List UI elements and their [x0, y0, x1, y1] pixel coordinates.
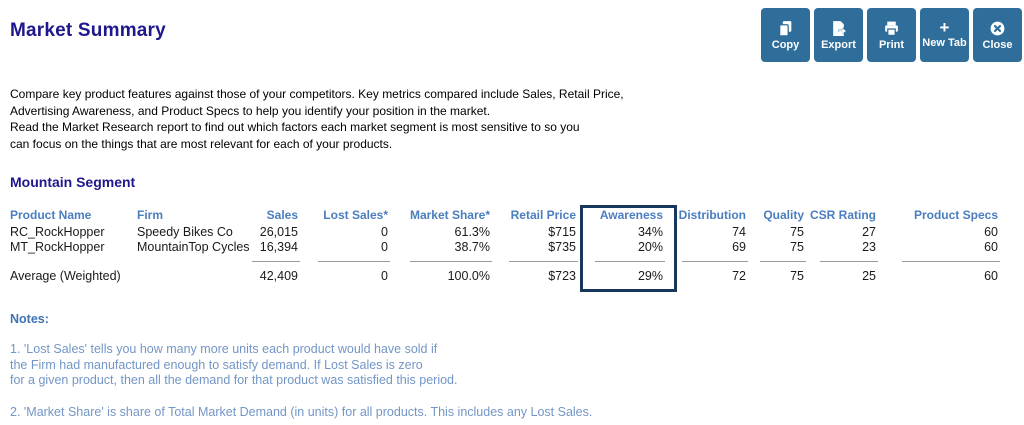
- table-header-row: Product Name Firm Sales Lost Sales* Mark…: [10, 208, 1000, 225]
- notes-heading: Notes:: [10, 312, 49, 326]
- cell-distribution: 69: [732, 240, 746, 254]
- copy-icon: [777, 20, 794, 37]
- cell-product-specs: 60: [984, 269, 998, 283]
- notes-section: Notes: 1. 'Lost Sales' tells you how man…: [10, 312, 1024, 420]
- column-rule: [252, 260, 300, 262]
- market-summary-table: Product Name Firm Sales Lost Sales* Mark…: [10, 208, 1000, 284]
- cell-awareness: 29%: [637, 269, 663, 283]
- close-icon: [989, 20, 1006, 37]
- column-rule: [595, 260, 665, 262]
- column-rule: [902, 260, 1000, 262]
- export-icon: [830, 20, 847, 37]
- cell-market-share: 61.3%: [454, 225, 490, 239]
- column-rule: [509, 260, 578, 262]
- cell-awareness: 34%: [637, 225, 663, 239]
- cell-quality: 75: [790, 225, 804, 239]
- column-header-quality: Quality: [763, 208, 804, 222]
- cell-quality: 75: [790, 240, 804, 254]
- cell-sales: 26,015: [259, 225, 298, 239]
- column-header-product-specs: Product Specs: [913, 208, 998, 222]
- page-header: Market Summary Copy Export: [0, 0, 1024, 64]
- cell-product-name: MT_RockHopper: [10, 240, 105, 254]
- cell-lost-sales: 0: [381, 225, 388, 239]
- copy-button[interactable]: Copy: [761, 8, 810, 62]
- print-button-label: Print: [878, 38, 905, 51]
- note-item: 2. 'Market Share' is share of Total Mark…: [10, 404, 593, 419]
- cell-market-share: 38.7%: [454, 240, 490, 254]
- close-button[interactable]: Close: [973, 8, 1022, 62]
- export-button-label: Export: [821, 38, 856, 51]
- cell-product-name: RC_RockHopper: [10, 225, 105, 239]
- cell-sales: 16,394: [259, 240, 298, 254]
- column-rule: [318, 260, 390, 262]
- column-header-csr-rating: CSR Rating: [810, 208, 876, 222]
- copy-button-label: Copy: [771, 38, 800, 51]
- cell-csr-rating: 25: [862, 269, 876, 283]
- page-title: Market Summary: [10, 20, 166, 41]
- cell-product-specs: 60: [984, 225, 998, 239]
- column-rule: [820, 260, 878, 262]
- cell-quality: 75: [790, 269, 804, 283]
- new-tab-button-label: New Tab: [922, 37, 967, 49]
- cell-lost-sales: 0: [381, 240, 388, 254]
- column-header-lost-sales: Lost Sales*: [323, 208, 388, 222]
- plus-icon: +: [939, 18, 950, 37]
- print-button[interactable]: Print: [867, 8, 916, 62]
- cell-lost-sales: 0: [381, 269, 388, 283]
- page-description: Compare key product features against tho…: [10, 87, 624, 151]
- export-button[interactable]: Export: [814, 8, 863, 62]
- column-header-sales: Sales: [266, 208, 298, 222]
- segment-heading: Mountain Segment: [10, 174, 136, 190]
- cell-firm: MountainTop Cycles: [137, 240, 250, 254]
- toolbar: Copy Export Print +: [761, 8, 1022, 62]
- note-item: 1. 'Lost Sales' tells you how many more …: [10, 342, 458, 387]
- cell-awareness: 20%: [637, 240, 663, 254]
- cell-average-label: Average (Weighted): [10, 269, 121, 283]
- market-summary-table-container: Product Name Firm Sales Lost Sales* Mark…: [10, 205, 1000, 292]
- print-icon: [883, 20, 900, 37]
- column-header-firm: Firm: [137, 208, 164, 222]
- cell-csr-rating: 23: [862, 240, 876, 254]
- new-tab-button[interactable]: + New Tab: [920, 8, 969, 62]
- column-header-retail-price: Retail Price: [510, 208, 576, 222]
- column-header-awareness: Awareness: [599, 208, 663, 222]
- cell-distribution: 74: [732, 225, 746, 239]
- cell-firm: Speedy Bikes Co: [137, 225, 233, 239]
- column-rule: [759, 260, 806, 262]
- column-header-product-name: Product Name: [10, 208, 92, 222]
- close-button-label: Close: [982, 38, 1013, 51]
- table-separator-row: [10, 255, 1000, 267]
- cell-distribution: 72: [732, 269, 746, 283]
- cell-retail-price: $735: [548, 240, 576, 254]
- column-rule: [410, 260, 492, 262]
- cell-product-specs: 60: [984, 240, 998, 254]
- cell-retail-price: $723: [548, 269, 576, 283]
- column-rule: [681, 260, 748, 262]
- cell-sales: 42,409: [259, 269, 298, 283]
- table-row: MT_RockHopper MountainTop Cycles 16,394 …: [10, 240, 1000, 255]
- column-header-distribution: Distribution: [678, 208, 746, 222]
- average-row: Average (Weighted) 42,409 0 100.0% $723 …: [10, 267, 1000, 284]
- table-row: RC_RockHopper Speedy Bikes Co 26,015 0 6…: [10, 225, 1000, 240]
- column-header-market-share: Market Share*: [409, 208, 490, 222]
- cell-csr-rating: 27: [862, 225, 876, 239]
- cell-market-share: 100.0%: [447, 269, 490, 283]
- cell-retail-price: $715: [548, 225, 576, 239]
